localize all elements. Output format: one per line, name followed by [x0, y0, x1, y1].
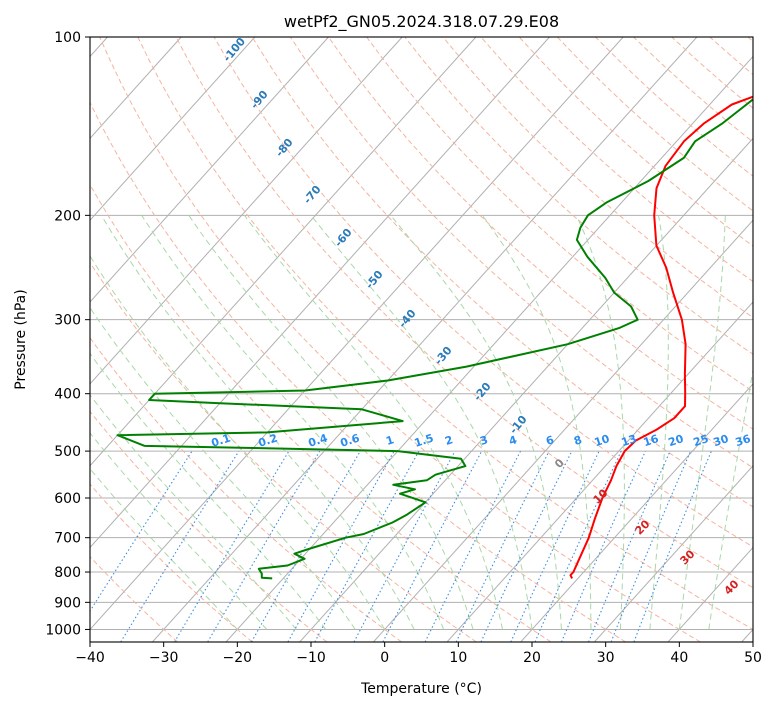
mixing-ratio-line	[251, 450, 361, 642]
mixing-ratio-label: 0.6	[339, 431, 362, 449]
y-tick-label: 300	[54, 313, 81, 329]
moist-adiabat	[90, 306, 356, 630]
mixing-ratio-line	[633, 450, 712, 642]
mixing-ratio-label: 2	[443, 433, 454, 448]
x-tick-label: −30	[149, 650, 179, 666]
moist-adiabat	[141, 215, 445, 630]
mixing-ratio-line	[560, 450, 647, 642]
isotherm-gridline	[373, 219, 753, 642]
dry-adiabat	[90, 183, 552, 642]
y-tick-label: 600	[54, 491, 81, 507]
y-axis-label: Pressure (hPa)	[13, 289, 29, 389]
mixing-ratio-label: 0.4	[307, 431, 330, 449]
isotherm-gridline	[90, 37, 256, 221]
y-tick-label: 400	[54, 387, 81, 403]
y-tick-label: 900	[54, 595, 81, 611]
moist-adiabat	[90, 255, 386, 630]
dry-adiabat	[90, 261, 477, 642]
dry-adiabat	[366, 37, 753, 392]
x-tick-label: −40	[75, 650, 105, 666]
mixing-ratio-label: 10	[593, 432, 612, 449]
mixing-ratio-label: 13	[620, 432, 639, 449]
mixing-ratio-label: 25	[692, 432, 711, 449]
mixing-ratio-line	[424, 450, 521, 642]
x-tick-label: −10	[296, 650, 326, 666]
moist-adiabat	[678, 215, 726, 630]
dry-adiabat	[251, 37, 753, 508]
x-axis-label: Temperature (°C)	[360, 681, 482, 697]
y-tick-label: 800	[54, 565, 81, 581]
mixing-ratio-label: 0.1	[210, 431, 233, 449]
x-tick-label: 30	[597, 650, 615, 666]
dry-adiabat	[90, 483, 253, 642]
reference-lines	[90, 37, 753, 642]
chart-title: wetPf2_GN05.2024.318.07.29.E08	[284, 12, 559, 32]
isotherm-gridline	[446, 301, 753, 642]
mixing-ratio-line	[534, 450, 622, 642]
mixing-ratio-label: 8	[572, 433, 583, 448]
moist-adiabat	[708, 367, 753, 630]
mixing-ratio-label: 3	[478, 433, 489, 448]
mixing-ratio-line	[287, 450, 395, 642]
isotherm-gridline	[225, 55, 753, 642]
y-tick-label: 700	[54, 531, 81, 547]
moist-adiabat	[310, 214, 533, 630]
dry-adiabat	[328, 37, 753, 430]
x-tick-label: 40	[670, 650, 688, 666]
mixing-ratio-line	[480, 450, 573, 642]
mixing-ratio-label: 1	[384, 433, 395, 448]
dry-adiabat	[90, 336, 402, 642]
x-tick-label: 10	[449, 650, 467, 666]
isotherm-gridline	[90, 37, 329, 303]
y-tick-label: 100	[54, 30, 81, 46]
moist-adiabat	[90, 352, 327, 630]
mixing-ratio-label: 16	[642, 432, 661, 449]
mixing-ratio-line	[207, 450, 321, 642]
moist-adiabat	[649, 215, 669, 630]
mixing-ratio-label: 20	[667, 432, 686, 449]
dry-adiabat	[99, 37, 701, 642]
mixing-ratio-line	[510, 450, 600, 642]
moist-adiabat	[90, 467, 238, 630]
isotherm-gridline	[594, 465, 753, 642]
temperature-profile-line	[569, 95, 753, 579]
mixing-ratio-label: 4	[507, 433, 519, 448]
dry-adiabat	[442, 37, 753, 319]
x-tick-label: 50	[744, 650, 762, 666]
plot-area	[90, 37, 753, 642]
mixing-ratio-label: 36	[734, 432, 753, 449]
dry-adiabat	[213, 37, 753, 548]
moist-adiabat	[100, 215, 415, 630]
isotherm-gridline	[90, 37, 477, 467]
mixing-ratio-label: 6	[544, 433, 556, 448]
dewpoint-profile-line	[116, 98, 753, 580]
isotherm-gridline	[90, 37, 624, 631]
dry-adiabat	[137, 37, 753, 630]
moist-adiabat	[244, 215, 503, 630]
x-tick-label: 0	[380, 650, 389, 666]
moist-adiabat	[390, 214, 562, 630]
profile-lines	[116, 95, 753, 580]
mixing-ratio-line	[120, 450, 240, 642]
x-tick-label: −20	[223, 650, 253, 666]
plot-frame	[89, 36, 754, 643]
x-tick-label: 20	[523, 650, 541, 666]
isotherm-gridline	[520, 383, 753, 642]
isotherm-gridline	[90, 37, 403, 385]
mixing-ratio-line	[588, 450, 671, 642]
axes: −40 −30 −20 −10 0 10 20 30 40 5010020030040050060…	[45, 30, 762, 666]
y-tick-label: 200	[54, 208, 81, 224]
isotherm-gridline	[152, 37, 698, 642]
dry-adiabat	[175, 37, 753, 589]
y-tick-label: 1000	[45, 622, 81, 638]
mixing-ratio-label: 1.5	[413, 431, 436, 449]
mixing-ratio-line	[174, 450, 290, 642]
mixing-ratio-line	[455, 450, 550, 642]
mixing-ratio-label: 0.2	[257, 431, 280, 449]
y-tick-label: 500	[54, 444, 81, 460]
isotherm-gridline	[90, 37, 550, 549]
moist-adiabat	[481, 215, 592, 630]
mixing-ratio-label: 30	[712, 432, 731, 449]
